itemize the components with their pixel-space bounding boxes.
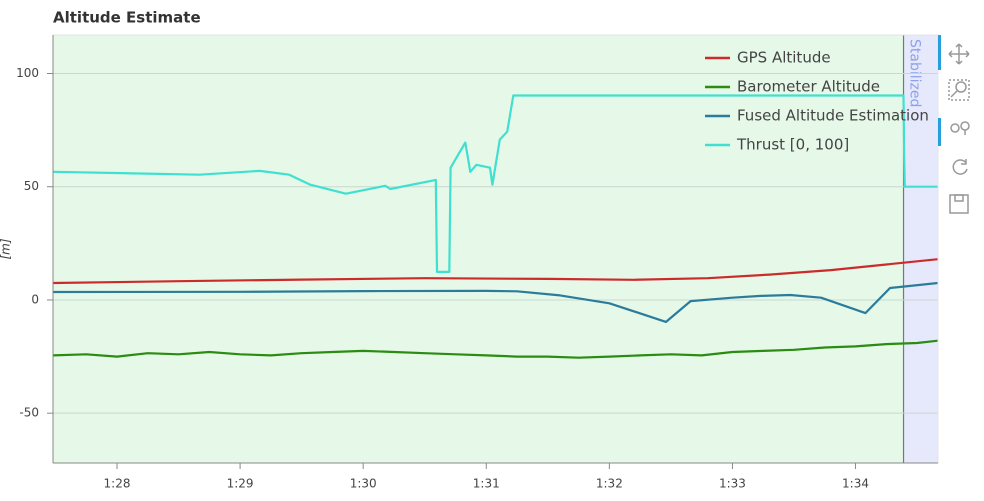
legend-label: Thrust [0, 100]: [736, 136, 849, 154]
y-tick-label: -50: [19, 406, 39, 420]
legend-label: Fused Altitude Estimation: [737, 107, 929, 125]
chart-title: Altitude Estimate: [53, 9, 201, 27]
series-line: [53, 258, 938, 285]
pan-tool[interactable]: [948, 43, 970, 65]
legend-label: Barometer Altitude: [737, 78, 880, 96]
tool-active: [938, 118, 941, 146]
save-tool[interactable]: [949, 194, 969, 214]
y-tick-label: 100: [16, 66, 39, 80]
x-tick-label: 1:28: [104, 477, 131, 491]
x-tick-label: 1:32: [596, 477, 623, 491]
axes: -50 0 50 100 1:28 1:29 1:30 1:31 1:32 1:33 1:34: [16, 34, 939, 491]
x-tick-label: 1:30: [350, 477, 377, 491]
tool-active: [938, 35, 941, 70]
x-tick-label: 1:31: [473, 477, 500, 491]
mode-regions: Stabilized: [53, 35, 938, 463]
mode-region: [53, 35, 904, 463]
y-tick-label: 50: [24, 179, 39, 193]
mode-region: [903, 35, 938, 463]
x-tick-label: 1:29: [227, 477, 254, 491]
y-tick-label: 0: [31, 292, 39, 306]
toolbar: [938, 35, 970, 214]
series-line: [53, 281, 938, 323]
y-axis-label: [m]: [0, 238, 13, 259]
lines: [53, 94, 938, 359]
legend: GPS Altitude Barometer Altitude Fused Alti…: [705, 49, 929, 154]
series-line: [53, 94, 938, 273]
x-tick-label: 1:33: [719, 477, 746, 491]
grid: [53, 72, 938, 414]
x-tick-label: 1:34: [842, 477, 869, 491]
reset-tool[interactable]: [952, 159, 968, 175]
legend-label: GPS Altitude: [737, 49, 831, 67]
wheel-zoom-tool[interactable]: [950, 121, 970, 135]
zoom-tool[interactable]: [948, 79, 970, 101]
series-line: [53, 339, 938, 359]
